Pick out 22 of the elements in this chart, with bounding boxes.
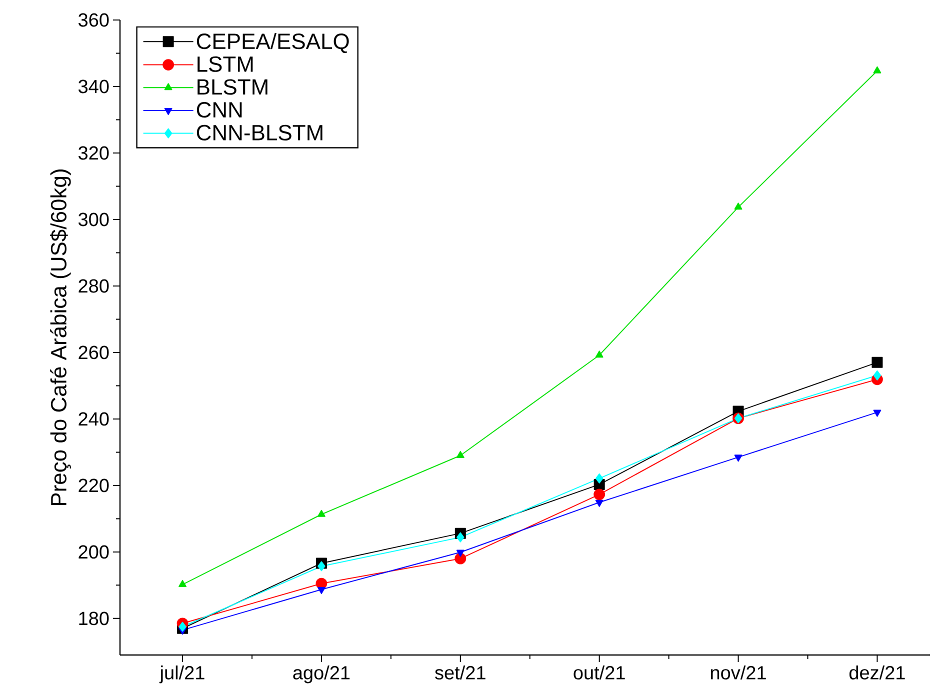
y-tick-label: 340 — [78, 80, 109, 94]
y-tick-label: 180 — [79, 612, 109, 626]
y-tick-label: 360 — [78, 13, 109, 27]
y-tick-label: 280 — [78, 279, 109, 293]
y-tick-label: 320 — [78, 146, 109, 160]
y-tick-label: 220 — [78, 478, 109, 492]
x-tick-label: jul/21 — [159, 666, 204, 684]
y-tick-label: 200 — [78, 545, 109, 559]
y-tick-label: 260 — [78, 346, 109, 360]
legend-label: CNN-BLSTM — [196, 124, 322, 140]
legend-label: CEPEA/ESALQ — [196, 32, 349, 54]
legend-label: LSTM — [198, 56, 253, 72]
y-tick-label: 240 — [78, 412, 109, 426]
y-axis-title: Preço do Café Arábica (US$/60kg) — [50, 170, 71, 506]
legend-label: CNN — [196, 102, 242, 118]
x-tick-label: nov/21 — [711, 666, 766, 680]
x-tick-label: set/21 — [435, 666, 486, 680]
legend-label: BLSTM — [198, 79, 268, 95]
x-tick-label: dez/21 — [849, 666, 905, 680]
y-tick-label: 300 — [78, 212, 109, 226]
x-tick-label: ago/21 — [293, 666, 350, 684]
x-tick-label: out/21 — [574, 666, 625, 680]
